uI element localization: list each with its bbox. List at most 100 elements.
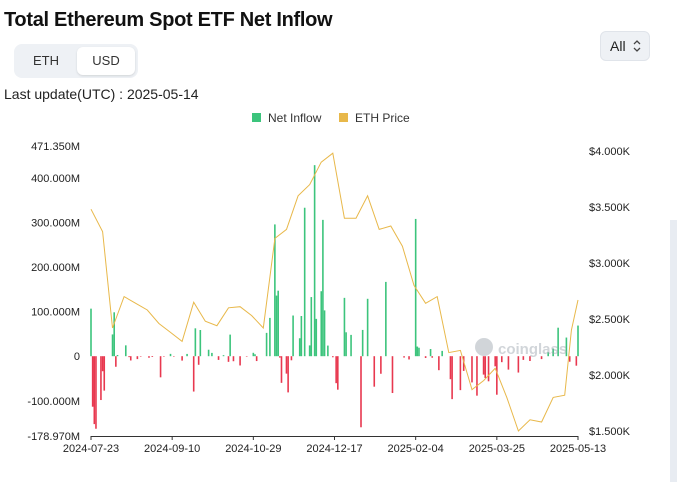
inflow-bar[interactable] — [136, 356, 139, 360]
inflow-bar[interactable] — [129, 356, 132, 361]
inflow-bar[interactable] — [199, 330, 202, 357]
inflow-bar[interactable] — [169, 353, 172, 357]
inflow-bar[interactable] — [229, 334, 231, 357]
inflow-bar[interactable] — [255, 356, 258, 362]
inflow-bar[interactable] — [380, 356, 382, 374]
inflow-bar[interactable] — [116, 354, 119, 357]
inflow-bar[interactable] — [522, 356, 525, 360]
inflow-bar[interactable] — [275, 295, 278, 357]
legend-label-net-inflow[interactable]: Net Inflow — [268, 111, 322, 125]
inflow-bar[interactable] — [151, 356, 154, 357]
inflow-bar[interactable] — [207, 349, 210, 357]
inflow-bar[interactable] — [471, 356, 473, 383]
inflow-bar[interactable] — [540, 356, 543, 360]
inflow-bar[interactable] — [124, 345, 127, 357]
inflow-bar[interactable] — [507, 356, 510, 370]
inflow-bar[interactable] — [449, 356, 452, 380]
inflow-bar[interactable] — [279, 356, 281, 358]
inflow-bar[interactable] — [496, 356, 498, 395]
inflow-bar[interactable] — [385, 281, 387, 357]
inflow-bar[interactable] — [217, 356, 220, 360]
scrollbar-track[interactable] — [670, 220, 677, 482]
unit-toggle-usd[interactable]: USD — [77, 47, 135, 75]
inflow-bar[interactable] — [197, 356, 200, 365]
inflow-bar[interactable] — [575, 356, 578, 366]
inflow-bar[interactable] — [292, 315, 294, 357]
inflow-bar[interactable] — [438, 356, 440, 371]
inflow-bar[interactable] — [332, 356, 334, 358]
inflow-bar[interactable] — [95, 356, 97, 429]
inflow-bar[interactable] — [163, 356, 165, 357]
inflow-bar[interactable] — [552, 348, 554, 357]
inflow-bar[interactable] — [252, 352, 255, 357]
inflow-bar[interactable] — [310, 297, 313, 357]
inflow-bar[interactable] — [239, 356, 241, 366]
inflow-bar[interactable] — [494, 356, 496, 367]
inflow-bar[interactable] — [487, 356, 490, 382]
inflow-bar[interactable] — [315, 318, 318, 357]
inflow-bar[interactable] — [111, 334, 114, 357]
inflow-bar[interactable] — [565, 337, 568, 357]
inflow-bar[interactable] — [308, 345, 311, 357]
inflow-bar[interactable] — [343, 297, 346, 357]
inflow-bar[interactable] — [280, 356, 283, 383]
inflow-bar[interactable] — [568, 356, 571, 362]
inflow-bar[interactable] — [159, 356, 162, 378]
legend-label-eth-price[interactable]: ETH Price — [355, 111, 410, 125]
inflow-bar[interactable] — [577, 325, 579, 357]
inflow-bar[interactable] — [482, 356, 485, 375]
unit-toggle-eth[interactable]: ETH — [33, 53, 59, 68]
inflow-bar[interactable] — [103, 356, 106, 391]
inflow-bar[interactable] — [290, 356, 293, 361]
inflow-bar[interactable] — [360, 356, 362, 428]
inflow-bar[interactable] — [254, 354, 256, 357]
inflow-bar[interactable] — [269, 317, 271, 357]
inflow-bar[interactable] — [128, 356, 130, 358]
inflow-bar[interactable] — [408, 356, 410, 360]
inflow-bar[interactable] — [93, 356, 96, 425]
inflow-bar[interactable] — [484, 356, 487, 378]
inflow-bar[interactable] — [91, 356, 94, 407]
inflow-bar[interactable] — [192, 356, 195, 392]
inflow-bar[interactable] — [298, 338, 301, 357]
inflow-bar[interactable] — [194, 328, 197, 357]
inflow-bar[interactable] — [476, 356, 478, 396]
inflow-bar[interactable] — [320, 291, 323, 357]
inflow-bar[interactable] — [429, 349, 432, 357]
inflow-bar[interactable] — [416, 346, 419, 357]
inflow-bar[interactable] — [350, 334, 352, 357]
inflow-bar[interactable] — [459, 356, 462, 391]
inflow-bar[interactable] — [303, 207, 306, 357]
inflow-bar[interactable] — [211, 352, 213, 357]
inflow-bar[interactable] — [181, 356, 183, 361]
inflow-bar[interactable] — [373, 356, 376, 387]
inflow-bar[interactable] — [335, 356, 337, 384]
inflow-bar[interactable] — [418, 347, 420, 357]
inflow-bar[interactable] — [337, 356, 339, 390]
inflow-bar[interactable] — [529, 356, 531, 362]
inflow-bar[interactable] — [517, 356, 520, 373]
inflow-bar[interactable] — [547, 352, 549, 357]
inflow-bar[interactable] — [90, 308, 92, 357]
inflow-bar[interactable] — [265, 332, 268, 357]
inflow-bar[interactable] — [501, 356, 503, 363]
inflow-bar[interactable] — [431, 356, 434, 358]
inflow-bar[interactable] — [441, 350, 443, 357]
range-select[interactable]: All — [600, 31, 650, 61]
inflow-bar[interactable] — [451, 356, 453, 400]
inflow-bar[interactable] — [245, 356, 248, 357]
inflow-bar[interactable] — [424, 356, 427, 358]
inflow-bar[interactable] — [274, 224, 276, 357]
inflow-bar[interactable] — [327, 345, 329, 357]
inflow-bar[interactable] — [403, 356, 405, 358]
inflow-bar[interactable] — [391, 356, 394, 394]
inflow-bar[interactable] — [361, 329, 364, 357]
inflow-bar[interactable] — [287, 356, 289, 393]
inflow-bar[interactable] — [139, 356, 142, 357]
inflow-bar[interactable] — [300, 316, 303, 357]
inflow-bar[interactable] — [101, 356, 104, 372]
inflow-bar[interactable] — [277, 290, 279, 357]
inflow-bar[interactable] — [285, 356, 288, 374]
inflow-bar[interactable] — [222, 355, 225, 357]
inflow-bar[interactable] — [100, 356, 102, 401]
